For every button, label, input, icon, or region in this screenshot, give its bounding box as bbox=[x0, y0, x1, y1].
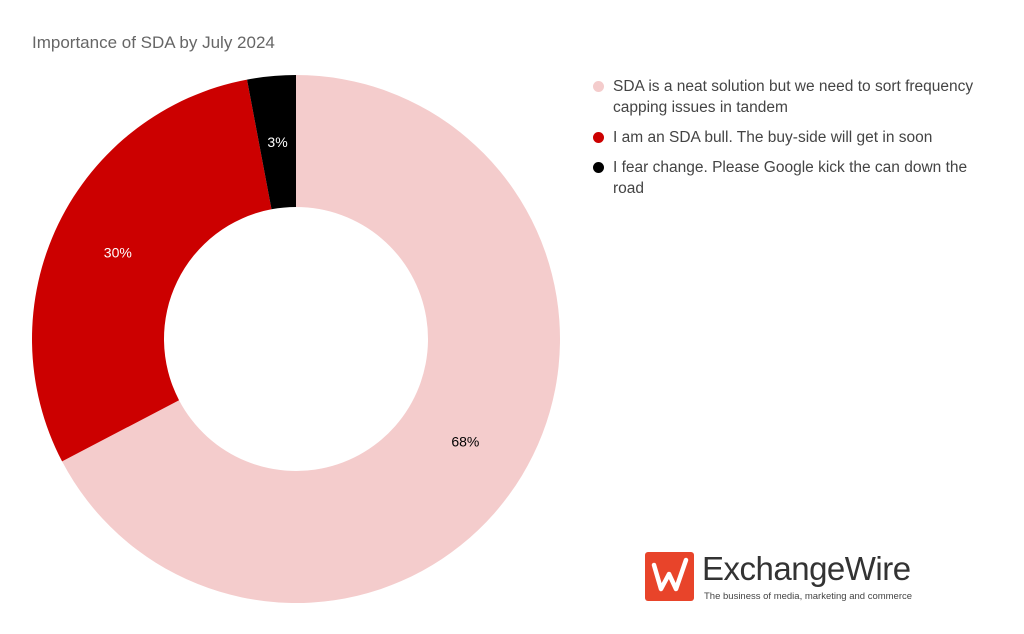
logo-tagline: The business of media, marketing and com… bbox=[704, 591, 913, 602]
legend-label-frequency-capping: SDA is a neat solution but we need to so… bbox=[613, 78, 974, 116]
legend-label-sda-bull: I am an SDA bull. The buy-side will get … bbox=[613, 129, 933, 146]
donut-chart: 68% 30% 3% bbox=[31, 75, 561, 603]
logo-name: ExchangeWire bbox=[702, 550, 911, 587]
chart-title: Importance of SDA by July 2024 bbox=[32, 33, 275, 52]
slice-label-frequency-capping: 68% bbox=[451, 434, 479, 450]
legend-swatch-fear-change bbox=[593, 162, 604, 173]
legend-swatch-sda-bull bbox=[593, 132, 604, 143]
slice-sda-bull bbox=[31, 79, 272, 462]
exchangewire-logo-icon bbox=[645, 552, 694, 601]
legend-label-fear-change: I fear change. Please Google kick the ca… bbox=[613, 159, 968, 197]
slice-label-sda-bull: 30% bbox=[104, 245, 132, 261]
legend-swatch-frequency-capping bbox=[593, 81, 604, 92]
legend-item-frequency-capping: SDA is a neat solution but we need to so… bbox=[592, 76, 992, 118]
slice-frequency-capping bbox=[62, 75, 561, 603]
slice-label-fear-change: 3% bbox=[267, 134, 287, 150]
legend-item-sda-bull: I am an SDA bull. The buy-side will get … bbox=[592, 127, 992, 148]
slice-fear-change bbox=[247, 75, 296, 210]
exchangewire-logo: ExchangeWire The business of media, mark… bbox=[645, 550, 955, 604]
legend-item-fear-change: I fear change. Please Google kick the ca… bbox=[592, 157, 992, 199]
legend: SDA is a neat solution but we need to so… bbox=[592, 76, 992, 208]
